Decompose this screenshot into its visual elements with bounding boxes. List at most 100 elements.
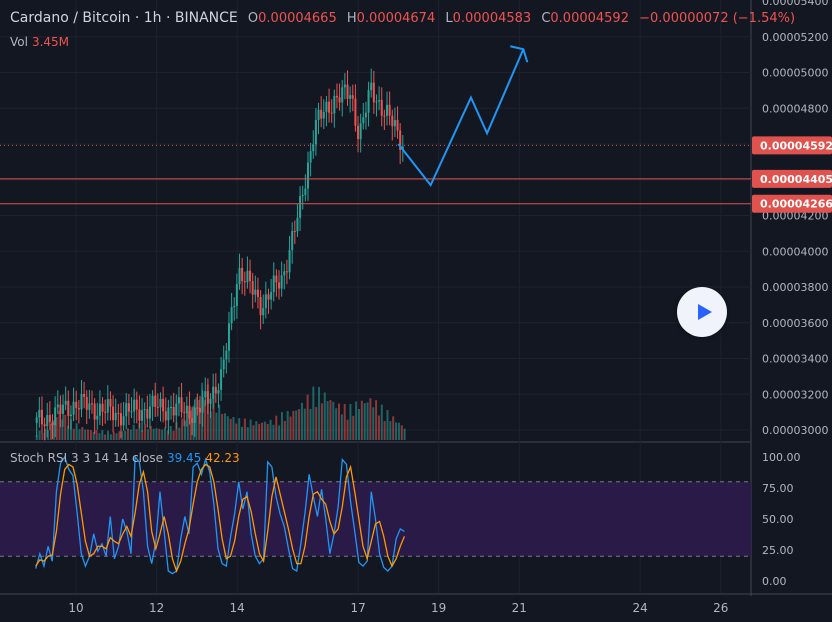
volume-bar <box>189 410 192 440</box>
candle-body <box>372 82 375 103</box>
candle-body <box>159 398 162 408</box>
candle-body <box>98 403 101 416</box>
candle-body <box>267 294 270 300</box>
price-tick-label: 0.00004200 <box>762 210 828 223</box>
high-label: H <box>346 11 357 26</box>
candle-body <box>328 101 331 113</box>
volume-bar <box>266 423 269 440</box>
candle-body <box>135 399 138 410</box>
volume-bar <box>335 408 338 440</box>
volume-bar <box>112 431 115 440</box>
volume-bar <box>138 422 141 440</box>
volume-bar <box>289 416 292 440</box>
price-tick-label: 0.00004000 <box>762 245 828 258</box>
candle-body <box>164 411 167 421</box>
volume-legend: Vol 3.45M <box>10 35 69 49</box>
candle-body <box>259 297 262 316</box>
candle-body <box>325 101 328 112</box>
candle-body <box>254 289 257 295</box>
volume-bar <box>64 414 67 440</box>
candle-body <box>249 270 252 282</box>
close-label: C <box>541 11 551 26</box>
candle-body <box>235 284 238 307</box>
candle-body <box>67 400 70 417</box>
volume-bar <box>178 427 181 440</box>
volume-bar <box>249 419 252 440</box>
volume-bar <box>360 400 363 440</box>
volume-bar <box>343 403 346 440</box>
low-label: L <box>445 11 453 26</box>
candle-body <box>146 409 149 419</box>
candle-body <box>125 403 128 417</box>
candle-body <box>312 144 315 152</box>
candle-body <box>214 386 217 394</box>
volume-bar <box>318 386 321 440</box>
low-value: 0.00004583 <box>452 11 532 26</box>
volume-bar <box>75 423 78 440</box>
volume-bar <box>229 418 232 440</box>
stoch-legend: Stoch RSI 3 3 14 14 close 39.45 42.23 <box>10 451 240 465</box>
price-level-label: 0.00004266 <box>760 198 832 211</box>
candle-body <box>238 267 241 285</box>
candle-body <box>370 82 373 91</box>
time-tick-label: 19 <box>431 601 446 615</box>
stoch-tick-label: 100.00 <box>762 451 801 464</box>
volume-bar <box>164 427 167 440</box>
candle-body <box>35 417 38 423</box>
candle-body <box>380 99 383 116</box>
volume-bar <box>355 401 358 440</box>
volume-bar <box>261 422 264 440</box>
candle-body <box>77 407 80 410</box>
volume-bar <box>241 426 244 440</box>
candle-body <box>383 115 386 117</box>
candle-body <box>80 393 83 410</box>
candle-body <box>119 413 122 426</box>
candle-body <box>209 398 212 404</box>
candle-body <box>117 412 120 414</box>
candle-body <box>343 84 346 88</box>
symbol-title: Cardano / Bitcoin · 1h · BINANCE <box>10 10 238 26</box>
candle-body <box>114 412 117 421</box>
candle-body <box>62 404 65 414</box>
candle-body <box>333 95 336 114</box>
volume-bar <box>95 430 98 440</box>
volume-bar <box>166 430 169 440</box>
play-button[interactable] <box>677 287 727 337</box>
volume-label: Vol <box>10 35 28 49</box>
candle-body <box>330 112 333 114</box>
volume-bar <box>181 418 184 440</box>
candle-body <box>391 115 394 127</box>
candle-body <box>104 411 107 413</box>
candle-body <box>109 399 112 407</box>
candle-body <box>367 90 370 113</box>
candle-body <box>133 399 136 412</box>
volume-bar <box>303 408 306 440</box>
volume-bar <box>146 429 149 440</box>
candle-body <box>288 250 291 273</box>
candle-body <box>335 95 338 98</box>
volume-bar <box>169 425 172 440</box>
candle-body <box>388 104 391 116</box>
volume-bar <box>55 417 58 440</box>
volume-bar <box>309 408 312 440</box>
candle-body <box>167 407 170 421</box>
volume-bar <box>89 430 92 440</box>
candle-body <box>40 409 43 425</box>
volume-bar <box>298 409 301 440</box>
volume-bar <box>118 431 121 440</box>
volume-bar <box>389 421 392 440</box>
candle-body <box>185 405 188 414</box>
candle-body <box>251 281 254 295</box>
volume-bar <box>286 411 289 440</box>
volume-bar <box>49 423 52 440</box>
volume-bar <box>81 427 84 440</box>
volume-bar <box>35 435 38 440</box>
volume-bar <box>155 428 158 440</box>
stoch-k-value: 39.45 <box>166 451 202 465</box>
forecast-arrowhead <box>510 45 529 63</box>
volume-bar <box>338 403 341 440</box>
candle-body <box>227 323 230 351</box>
volume-bar <box>232 417 235 440</box>
volume-bar <box>363 403 366 440</box>
